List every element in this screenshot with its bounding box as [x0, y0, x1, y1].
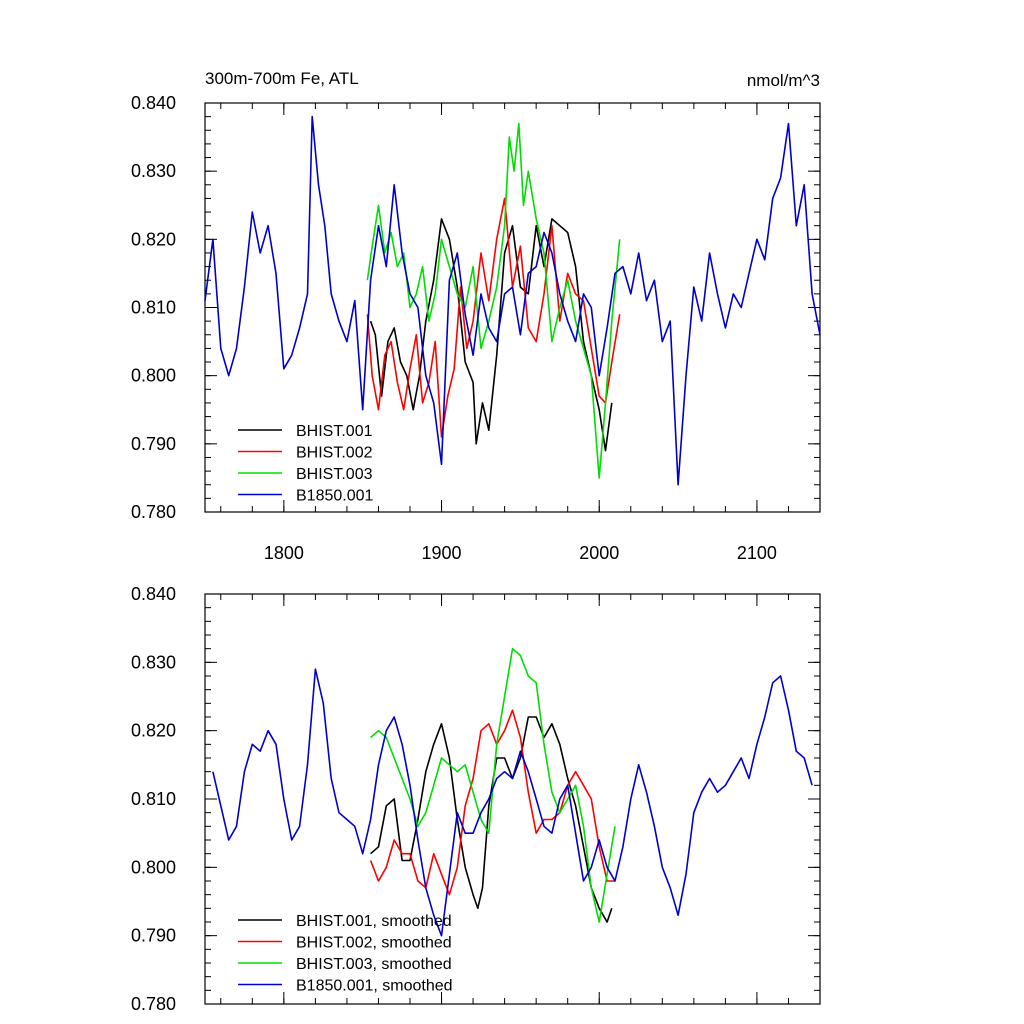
series-line-b1850-001-smoothed	[212, 668, 813, 937]
y-tick-label: 0.810	[131, 789, 176, 809]
legend-label: B1850.001, smoothed	[296, 978, 453, 995]
series-line-bhist-001	[369, 218, 613, 452]
x-tick-label: 2000	[579, 543, 619, 563]
legend-label: BHIST.002	[296, 445, 373, 462]
y-tick-label: 0.780	[131, 994, 176, 1014]
y-tick-label: 0.800	[131, 366, 176, 386]
legend-label: BHIST.001	[296, 423, 373, 440]
x-tick-label: 1800	[264, 543, 304, 563]
series-line-bhist-001-smoothed	[370, 716, 613, 923]
series-line-bhist-003-smoothed	[370, 647, 616, 923]
y-tick-label: 0.830	[131, 652, 176, 672]
y-tick-label: 0.790	[131, 926, 176, 946]
x-tick-label: 1900	[422, 543, 462, 563]
bottom-panel: 0.780 0.790 0.800 0.810 0.820 0.830 0.840 BHIST…	[131, 584, 821, 1014]
x-tick-label: 2100	[737, 543, 777, 563]
y-tick-label: 0.820	[131, 229, 176, 249]
y-tick-label: 0.810	[131, 298, 176, 318]
series-line-b1850-001	[204, 115, 821, 486]
legend-label: BHIST.003, smoothed	[296, 956, 452, 973]
y-tick-label: 0.840	[131, 93, 176, 113]
series-line-bhist-003	[366, 122, 621, 479]
y-tick-label: 0.780	[131, 502, 176, 522]
chart-title: 300m-700m Fe, ATL	[205, 69, 359, 88]
series-line-bhist-002-smoothed	[369, 709, 615, 896]
legend-label: B1850.001	[296, 488, 374, 505]
y-tick-label: 0.820	[131, 721, 176, 741]
units-label: nmol/m^3	[747, 71, 820, 90]
legend-label: BHIST.003	[296, 466, 373, 483]
legend-label: BHIST.001, smoothed	[296, 913, 452, 930]
y-tick-label: 0.830	[131, 161, 176, 181]
y-tick-label: 0.840	[131, 584, 176, 604]
top-panel: 300m-700m Fe, ATL nmol/m^3 0.780 0.790 0.8…	[131, 69, 821, 563]
y-tick-label: 0.790	[131, 434, 176, 454]
y-tick-label: 0.800	[131, 857, 176, 877]
series-line-bhist-002	[366, 197, 621, 438]
legend-label: BHIST.002, smoothed	[296, 935, 452, 952]
